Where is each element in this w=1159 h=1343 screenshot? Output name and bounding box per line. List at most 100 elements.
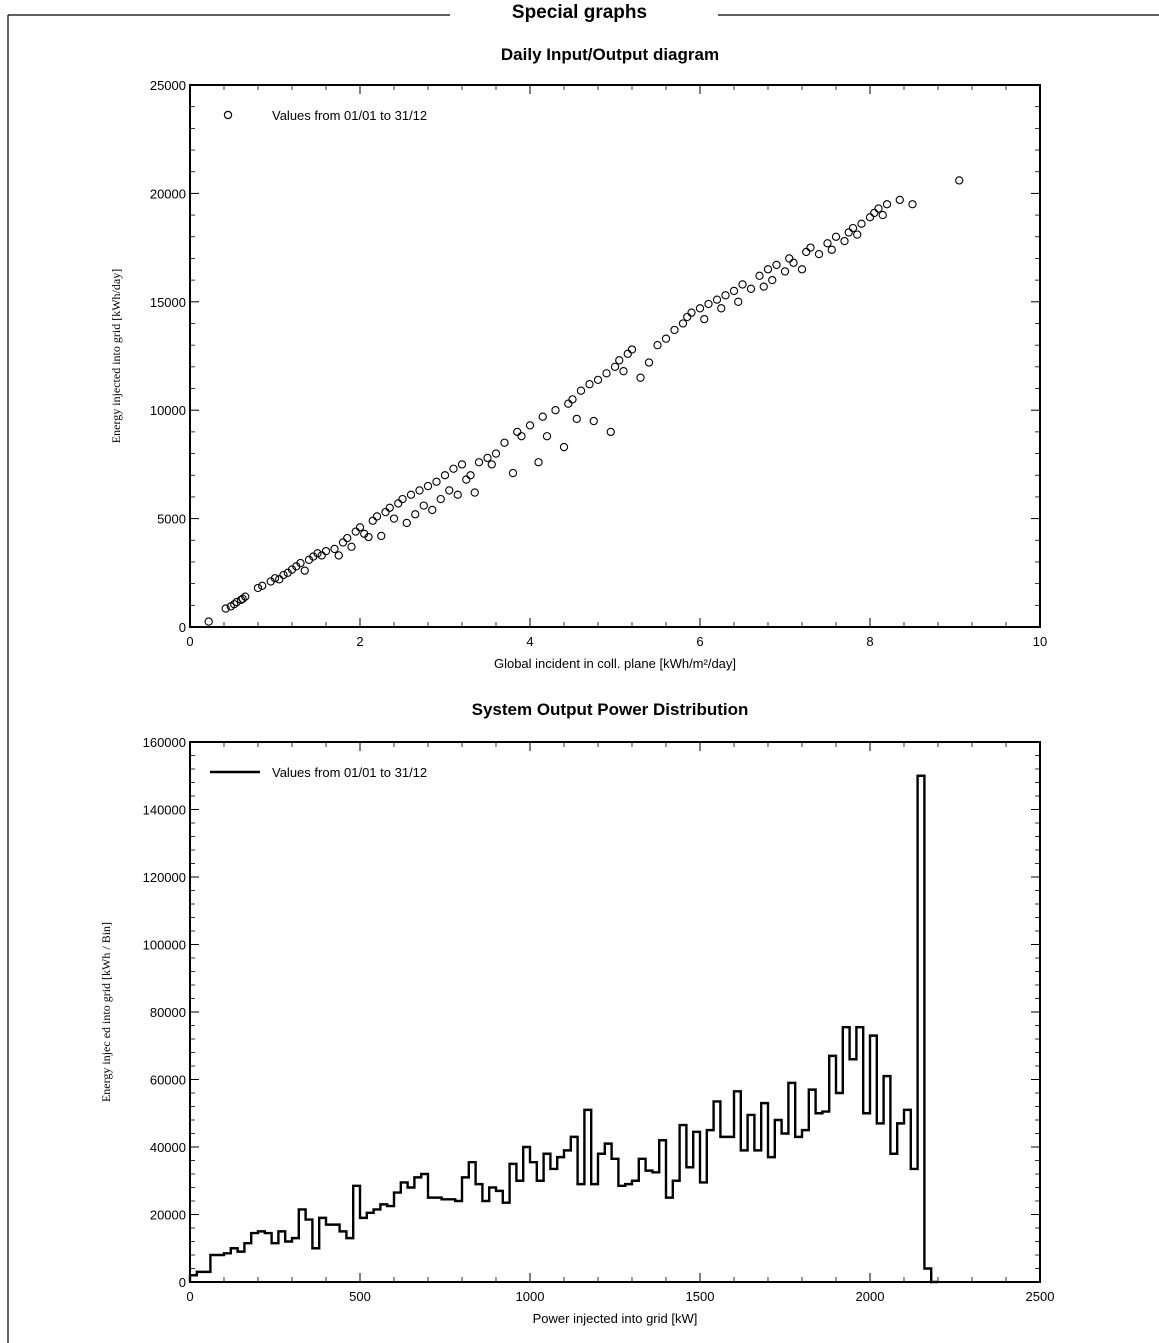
data-point [394,499,403,508]
y-axis-label: Energy injec ed into grid [kWh / Bin] [99,922,113,1102]
data-point [704,299,713,309]
data-point [734,297,743,306]
data-point [700,314,709,324]
legend-marker [223,110,233,120]
x-tick-label: 500 [349,1289,371,1304]
data-point [513,427,522,437]
y-tick-label: 120000 [143,870,186,885]
section-title: Special graphs [0,2,1159,24]
legend-label: Values from 01/01 to 31/12 [272,108,427,123]
y-tick-label: 140000 [143,803,186,818]
data-point [653,341,662,350]
data-point [827,245,836,254]
y-tick-label: 10000 [150,403,186,418]
data-point [402,518,411,528]
data-point [746,284,756,293]
data-point [338,538,348,547]
x-tick-label: 0 [186,634,193,649]
data-point [377,531,386,541]
data-point [882,200,892,209]
x-tick-label: 8 [866,634,873,649]
legend-label: Values from 01/01 to 31/12 [272,765,427,780]
data-point [385,503,394,512]
data-point [445,486,454,495]
data-point [372,512,382,521]
x-axis-label: Global incident in coll. plane [kWh/m²/d… [494,656,736,671]
data-point [538,412,547,421]
data-point [840,236,849,246]
data-point [853,230,862,239]
data-point [449,464,458,473]
data-point [729,286,739,296]
data-point [895,195,904,205]
data-point [381,507,390,517]
data-point [355,523,365,532]
data-point [908,200,917,209]
data-point [300,566,309,575]
data-point [610,362,620,371]
x-tick-label: 1000 [516,1289,545,1304]
data-point [559,442,569,452]
scatter-points [204,176,964,626]
chart-title: System Output Power Distribution [472,700,749,719]
y-tick-label: 25000 [150,78,186,93]
y-tick-label: 0 [179,1275,186,1290]
data-point [878,210,887,220]
data-point [874,204,883,213]
x-tick-label: 4 [526,634,533,649]
data-point [585,380,594,389]
data-point [721,291,730,300]
data-point [470,488,479,497]
data-point [347,542,356,551]
data-point [644,358,654,367]
data-point [768,275,777,285]
legend: Values from 01/01 to 31/12 [210,765,427,780]
data-point [785,254,794,263]
data-point [695,304,705,313]
data-point [466,471,475,480]
data-point [551,406,560,415]
data-point [602,369,611,378]
data-point [670,325,679,335]
data-point [238,594,247,603]
data-point [508,468,518,478]
data-point [831,232,841,241]
data-point [364,532,373,542]
data-point [606,427,615,437]
data-point [687,308,696,317]
data-point [619,367,628,376]
data-point [683,312,692,322]
data-point [258,581,267,590]
x-tick-label: 6 [696,634,703,649]
data-point [814,249,824,259]
data-point [542,432,552,441]
data-point [806,243,815,252]
y-tick-label: 60000 [150,1073,186,1088]
data-point [678,319,688,328]
histogram-step-line [188,774,938,1284]
data-point [253,583,263,593]
data-point [615,356,624,365]
data-point [368,516,377,525]
x-tick-label: 2000 [856,1289,885,1304]
y-tick-label: 0 [179,620,186,635]
data-point [797,265,807,274]
data-point [415,486,424,495]
data-point [755,271,764,280]
y-tick-label: 40000 [150,1140,186,1155]
data-point [313,549,322,558]
data-point [525,421,535,430]
y-tick-label: 20000 [150,1208,186,1223]
data-point [517,432,526,441]
data-point [483,453,492,463]
plot-area [189,741,1041,1283]
data-point [432,477,441,486]
x-tick-label: 2500 [1026,1289,1055,1304]
data-point [398,494,407,504]
x-axis-label: Power injected into grid [kW] [533,1311,698,1326]
data-point [572,414,581,424]
data-point [462,475,471,484]
data-point [823,239,832,248]
